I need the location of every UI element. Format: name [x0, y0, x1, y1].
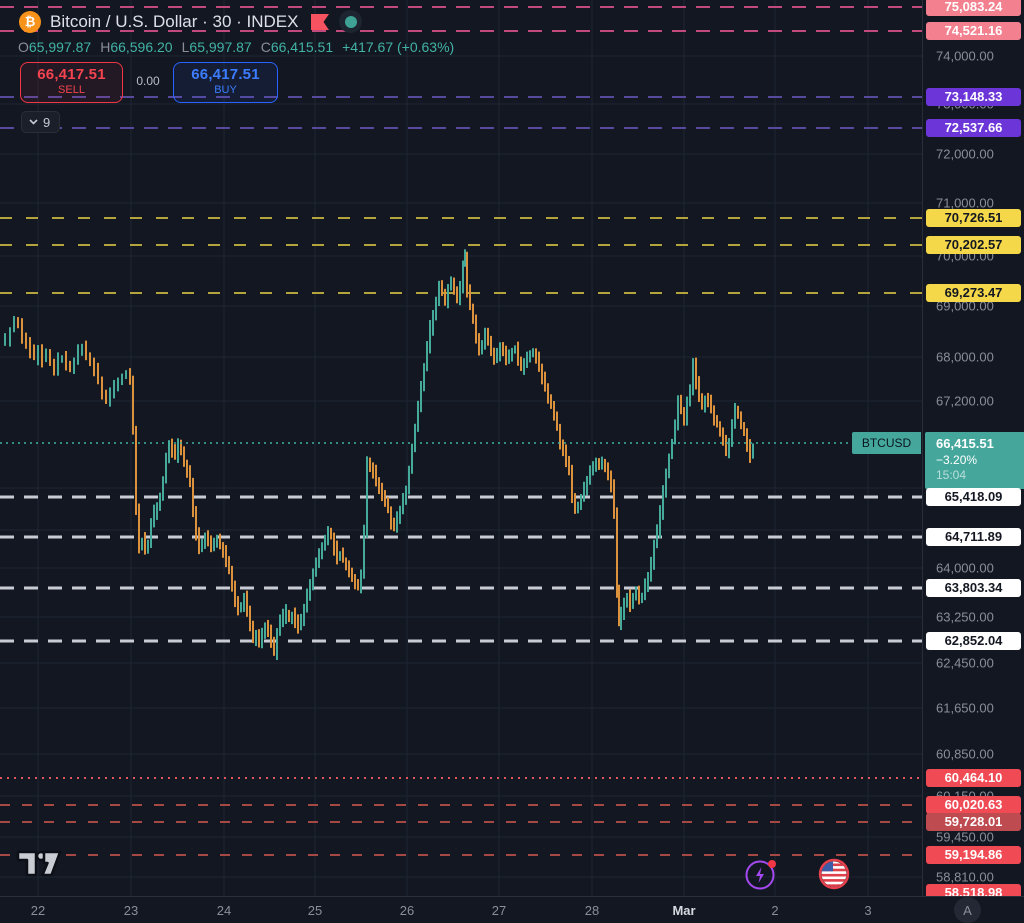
- time-axis[interactable]: 22 23 24 25 26 27 28 Mar 2 3: [0, 896, 1024, 923]
- price-tick-label: 74,000.00: [936, 48, 994, 64]
- current-price-symbol-tag: BTCUSD: [852, 432, 921, 454]
- time-tick-label: 27: [491, 903, 507, 918]
- buy-price: 66,417.51: [191, 66, 260, 83]
- price-axis[interactable]: 66,415.51 −3.20% 15:04 74,000.0073,000.0…: [922, 0, 1024, 896]
- ohlc-high: H66,596.20: [100, 39, 173, 55]
- flag-bookmark-icon[interactable]: [310, 13, 330, 30]
- symbol-title[interactable]: Bitcoin / U.S. Dollar · 30 · INDEX: [50, 11, 299, 31]
- chart-grid: [0, 0, 922, 896]
- spread-value: 0.00: [136, 74, 160, 88]
- price-tick-label: 62,450.00: [936, 655, 994, 671]
- chevron-down-icon: [29, 119, 38, 125]
- ohlc-close: C66,415.51: [260, 39, 334, 55]
- ohlc-low: L65,997.87: [181, 39, 252, 55]
- price-tick-label: 60,850.00: [936, 746, 994, 762]
- indicator-count: 9: [43, 114, 51, 130]
- auto-scale-badge[interactable]: A: [954, 897, 981, 923]
- price-level-label: 59,194.86: [926, 846, 1021, 864]
- price-change: +417.67 (+0.63%): [342, 39, 455, 55]
- countdown-timer: 15:04: [936, 468, 967, 482]
- price-level-label: 62,852.04: [926, 632, 1021, 650]
- symbol-header: ₿ Bitcoin / U.S. Dollar · 30 · INDEX: [19, 10, 363, 33]
- price-level-label: 58,518.98: [926, 884, 1021, 896]
- current-price-change: −3.20%: [936, 453, 978, 467]
- buy-button[interactable]: 66,417.51 BUY: [173, 62, 278, 103]
- price-tick-label: 69,000.00: [936, 298, 994, 314]
- current-price-box: 66,415.51 −3.20% 15:04: [925, 432, 1024, 489]
- price-level-label: 70,202.57: [926, 236, 1021, 254]
- price-level-label: 72,537.66: [926, 119, 1021, 137]
- price-level-label: 69,273.47: [926, 284, 1021, 302]
- time-tick-label: 2: [771, 903, 779, 918]
- price-level-label: 64,711.89: [926, 528, 1021, 546]
- ohlc-row: O65,997.87 H66,596.20 L65,997.87 C66,415…: [18, 39, 454, 55]
- indicator-dropdown[interactable]: 9: [21, 111, 61, 133]
- price-level-label: 65,418.09: [926, 488, 1021, 506]
- price-tick-label: 68,000.00: [936, 349, 994, 365]
- price-level-label: 73,148.33: [926, 88, 1021, 106]
- buy-label: BUY: [214, 84, 237, 96]
- candlesticks: [4, 249, 754, 661]
- price-level-label: 60,464.10: [926, 769, 1021, 787]
- price-level-label: 60,020.63: [926, 796, 1021, 814]
- price-tick-label: 59,450.00: [936, 829, 994, 845]
- price-chart-canvas[interactable]: [0, 0, 922, 896]
- price-level-label: 63,803.34: [926, 579, 1021, 597]
- time-tick-label: 3: [864, 903, 872, 918]
- market-status-icon: [339, 10, 363, 33]
- price-level-label: 74,521.16: [926, 22, 1021, 40]
- time-tick-label: 24: [216, 903, 232, 918]
- us-flag-icon[interactable]: [817, 857, 851, 896]
- sell-label: SELL: [58, 84, 85, 96]
- price-level-lines: [0, 6, 922, 856]
- price-tick-label: 71,000.00: [936, 195, 994, 211]
- price-level-label: 70,726.51: [926, 209, 1021, 227]
- quick-trade-lightning-icon[interactable]: [744, 857, 778, 896]
- time-tick-label: 23: [123, 903, 139, 918]
- price-level-label: 75,083.24: [926, 0, 1021, 16]
- price-tick-label: 61,650.00: [936, 700, 994, 716]
- time-tick-label: 28: [584, 903, 600, 918]
- tradingview-logo[interactable]: [16, 844, 62, 883]
- bitcoin-logo-icon: ₿: [19, 10, 41, 33]
- ohlc-open: O65,997.87: [18, 39, 92, 55]
- price-tick-label: 72,000.00: [936, 146, 994, 162]
- sell-button[interactable]: 66,417.51 SELL: [20, 62, 123, 103]
- time-tick-label: Mar: [672, 903, 696, 918]
- price-tick-label: 64,000.00: [936, 560, 994, 576]
- price-tick-label: 58,810.00: [936, 869, 994, 885]
- time-tick-label: 26: [399, 903, 415, 918]
- time-tick-label: 22: [30, 903, 46, 918]
- price-tick-label: 63,250.00: [936, 609, 994, 625]
- price-tick-label: 67,200.00: [936, 393, 994, 409]
- current-price-value: 66,415.51: [936, 436, 994, 451]
- price-level-label: 59,728.01: [926, 813, 1021, 831]
- time-tick-label: 25: [307, 903, 323, 918]
- sell-price: 66,417.51: [37, 66, 106, 83]
